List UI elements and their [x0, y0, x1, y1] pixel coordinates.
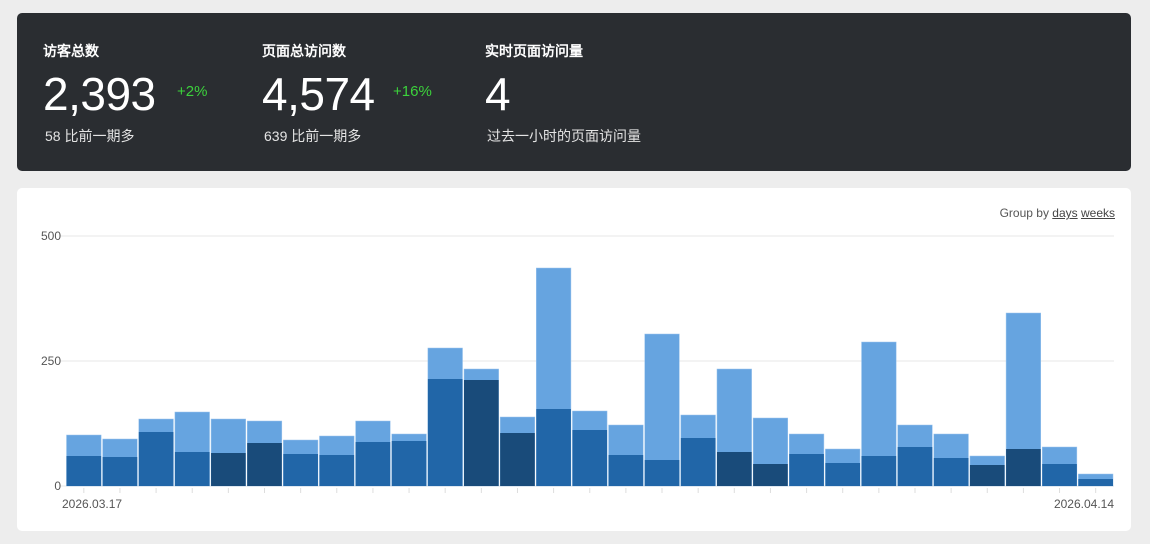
visitors-bar	[427, 379, 463, 486]
visitors-bar	[680, 438, 716, 486]
visitors-bar	[355, 442, 391, 486]
y-tick-label: 250	[41, 354, 61, 368]
visitors-bar	[211, 453, 246, 486]
stat-label: 页面总访问数	[262, 43, 346, 59]
stat-value: 2,393	[43, 68, 156, 120]
visitors-bar	[969, 465, 1005, 486]
stat-sub: 639 比前一期多	[264, 128, 362, 144]
stat-value: 4,574	[262, 68, 375, 120]
visitors-bar	[1006, 449, 1041, 486]
visitors-bar	[1042, 464, 1077, 486]
x-end-label: 2026.04.14	[1054, 497, 1114, 511]
stat-label: 实时页面访问量	[485, 43, 583, 59]
group-by-weeks-link[interactable]: weeks	[1080, 206, 1115, 220]
visitors-bar	[789, 454, 824, 486]
stats-panel: 访客总数 2,393 +2% 58 比前一期多 页面总访问数 4,574 +16…	[17, 13, 1131, 171]
stat-change: +16%	[393, 83, 432, 100]
visitors-bar	[464, 380, 499, 486]
stat-value: 4	[485, 68, 511, 120]
visitors-bar	[174, 452, 210, 486]
visitors-bar	[753, 464, 788, 486]
visitors-bar	[572, 430, 608, 486]
visitors-bar	[897, 447, 933, 486]
y-tick-label: 500	[41, 229, 61, 243]
visitors-bar	[644, 460, 680, 486]
visitors-bar	[608, 455, 644, 486]
stat-sub: 58 比前一期多	[45, 128, 135, 144]
visitors-bar	[500, 433, 535, 486]
visitors-bar	[247, 443, 282, 486]
visitors-bar	[536, 409, 571, 486]
visitors-bar	[1078, 479, 1113, 486]
group-by-label: Group by	[999, 206, 1049, 220]
visitors-bar	[283, 454, 318, 486]
visitors-bar	[319, 455, 355, 486]
visitors-bar	[933, 458, 969, 486]
stat-change: +2%	[177, 83, 208, 100]
visitors-bar	[825, 463, 861, 486]
group-by: Group by days weeks	[1000, 206, 1115, 220]
visitors-bar	[102, 457, 138, 486]
bar-chart: 0 250 500 2026.03.17 2026.04.14	[41, 229, 1114, 511]
visitors-bar	[861, 456, 897, 486]
y-tick-label: 0	[54, 479, 61, 493]
group-by-days-link[interactable]: days	[1052, 206, 1078, 220]
visitors-bar	[391, 441, 427, 486]
stat-label: 访客总数	[43, 43, 99, 59]
x-start-label: 2026.03.17	[62, 497, 122, 511]
visitors-bar	[138, 432, 174, 486]
chart-card: Group by days weeks 0 250 500 2026.03.17 202…	[17, 188, 1131, 531]
stat-sub: 过去一小时的页面访问量	[487, 128, 641, 144]
visitors-bar	[716, 452, 752, 486]
visitors-bar	[66, 456, 102, 486]
